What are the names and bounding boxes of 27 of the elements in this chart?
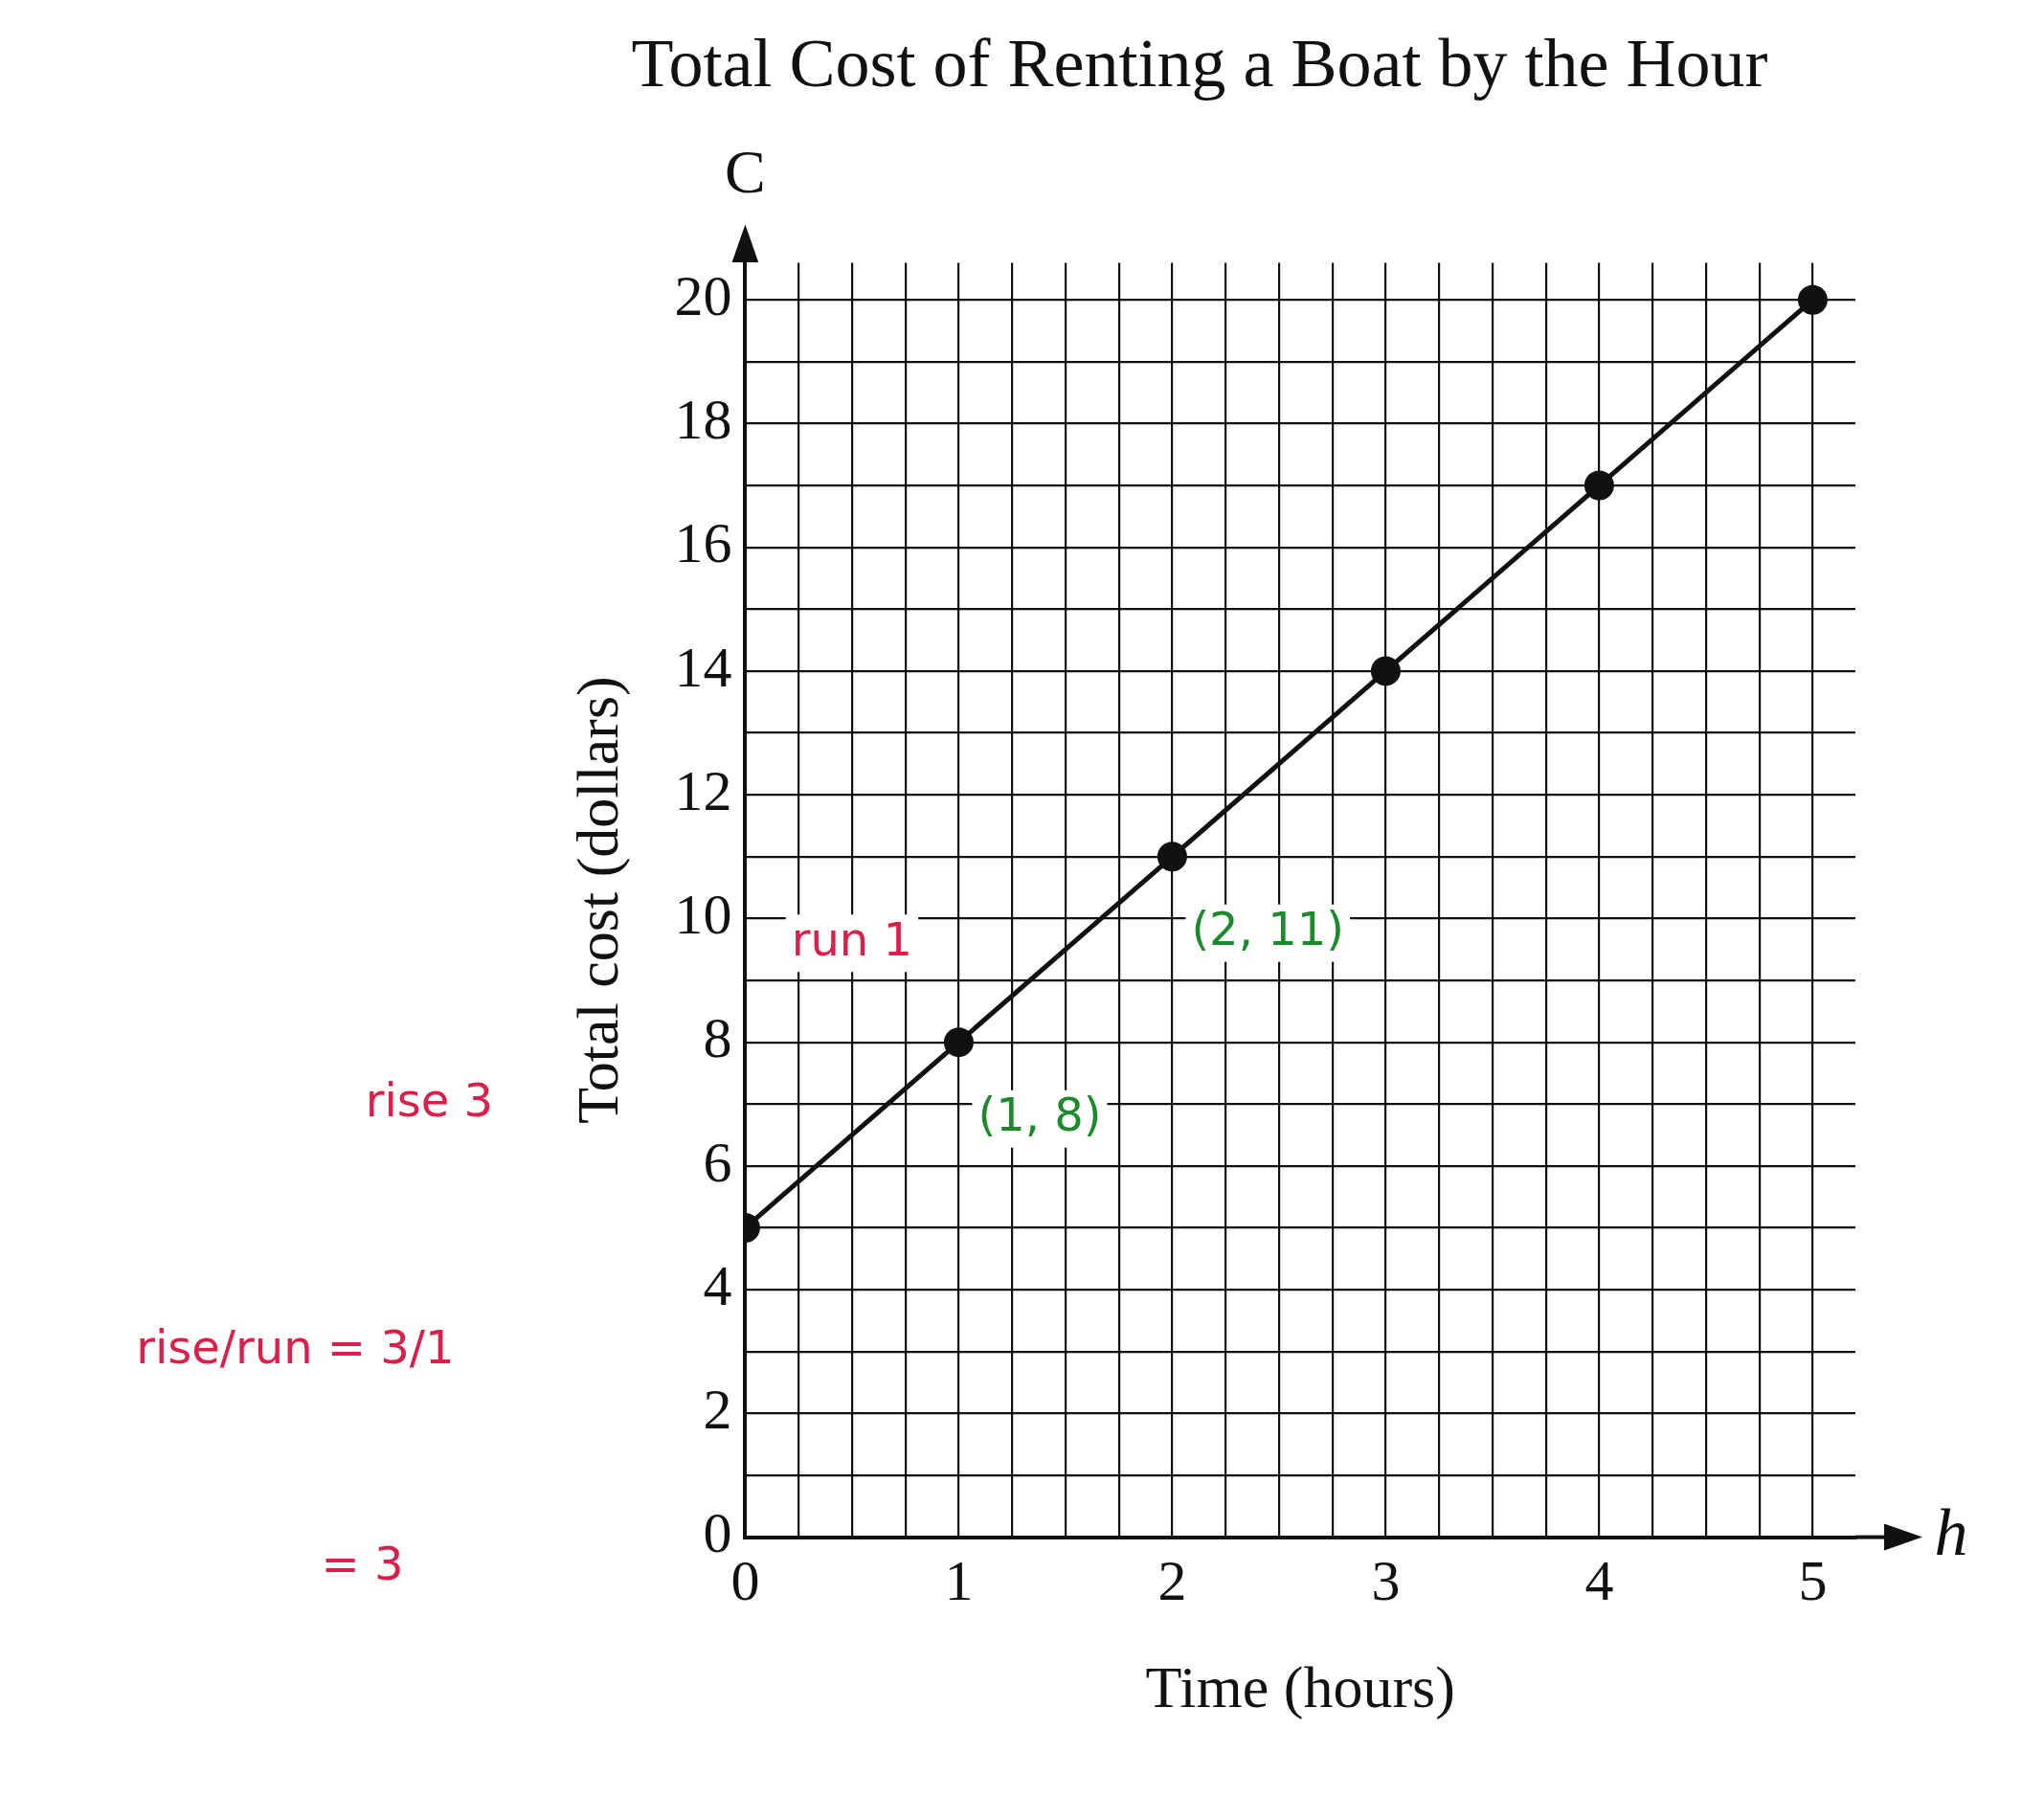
y-tick-label: 0	[703, 1501, 732, 1565]
x-axis-title: Time (hours)	[1145, 1654, 1455, 1721]
y-tick-label: 20	[674, 263, 732, 327]
text: rise 3	[365, 1072, 494, 1127]
y-tick-label: 2	[703, 1378, 732, 1442]
y-tick-label: 10	[674, 883, 732, 947]
y-tick-label: 16	[674, 511, 732, 575]
y-tick-label: 12	[674, 758, 732, 822]
annotation: run 1	[791, 911, 913, 966]
x-tick-label: 5	[1798, 1549, 1828, 1613]
text: C	[725, 138, 766, 207]
chart-title: Total Cost of Renting a Boat by the Hour	[631, 25, 1768, 102]
annotation: (2, 11)	[1191, 902, 1344, 956]
y-tick-label: 14	[674, 635, 732, 699]
y-tick-label: 6	[703, 1130, 732, 1194]
x-tick-label: 1	[944, 1549, 974, 1613]
x-tick-label: 3	[1371, 1549, 1401, 1613]
x-tick-label: 4	[1584, 1549, 1614, 1613]
y-tick-label: 4	[703, 1253, 732, 1317]
text: h	[1934, 1495, 1968, 1570]
text: = 3	[321, 1537, 404, 1591]
annotation: (1, 8)	[977, 1088, 1102, 1142]
y-tick-label: 8	[703, 1006, 732, 1070]
y-axis-title: Total cost (dollars)	[565, 676, 632, 1124]
x-tick-label: 2	[1157, 1549, 1187, 1613]
y-tick-label: 18	[674, 388, 732, 452]
text: rise/run = 3/1	[136, 1320, 455, 1375]
